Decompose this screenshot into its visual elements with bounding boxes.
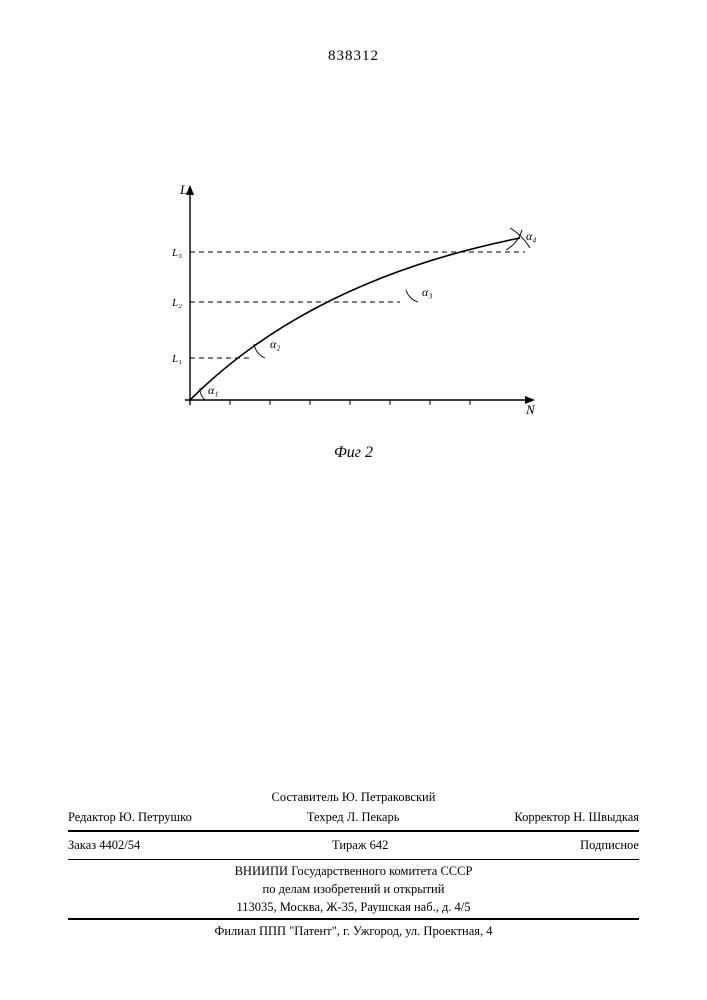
footer-block: Составитель Ю. Петраковский Редактор Ю. … xyxy=(68,788,639,940)
alpha3: α₃ xyxy=(422,285,432,299)
circulation: Тираж 642 xyxy=(332,836,388,854)
chart: L N L₁ L₂ L₃ α₁ α₂ α₃ α₄ xyxy=(170,180,540,440)
org2: по делам изобретений и открытий xyxy=(68,880,639,898)
credits-row: Редактор Ю. Петрушко Техред Л. Пекарь Ко… xyxy=(68,806,639,828)
page-number: 838312 xyxy=(0,48,707,65)
subscription: Подписное xyxy=(580,836,639,854)
compiler-line: Составитель Ю. Петраковский xyxy=(68,788,639,806)
ytick-l1: L₁ xyxy=(171,353,182,365)
org1: ВНИИПИ Государственного комитета СССР xyxy=(68,862,639,880)
ytick-l3: L₃ xyxy=(171,247,182,259)
hr-2 xyxy=(68,859,639,860)
editor-name: Ю. Петрушко xyxy=(119,810,192,824)
ytick-l2: L₂ xyxy=(171,297,182,309)
techred-label: Техред xyxy=(307,810,344,824)
alpha4: α₄ xyxy=(526,229,536,243)
y-axis-label: L xyxy=(179,182,187,197)
editor-label: Редактор xyxy=(68,810,116,824)
corrector-name: Н. Швыдкая xyxy=(573,810,639,824)
order: Заказ 4402/54 xyxy=(68,836,140,854)
techred: Техред Л. Пекарь xyxy=(307,808,400,826)
editor: Редактор Ю. Петрушко xyxy=(68,808,192,826)
alpha2: α₂ xyxy=(270,337,280,351)
hr-1 xyxy=(68,830,639,832)
corrector: Корректор Н. Швыдкая xyxy=(514,808,639,826)
x-axis-label: N xyxy=(525,402,536,417)
chart-svg: L N L₁ L₂ L₃ α₁ α₂ α₃ α₄ xyxy=(170,180,540,440)
org3: 113035, Москва, Ж-35, Раушская наб., д. … xyxy=(68,898,639,916)
chart-caption: Фиг 2 xyxy=(0,444,707,462)
branch: Филиал ППП "Патент", г. Ужгород, ул. Про… xyxy=(68,922,639,940)
hr-3 xyxy=(68,918,639,920)
techred-name: Л. Пекарь xyxy=(347,810,400,824)
corrector-label: Корректор xyxy=(514,810,570,824)
alpha1: α₁ xyxy=(208,383,218,397)
print-row: Заказ 4402/54 Тираж 642 Подписное xyxy=(68,834,639,856)
